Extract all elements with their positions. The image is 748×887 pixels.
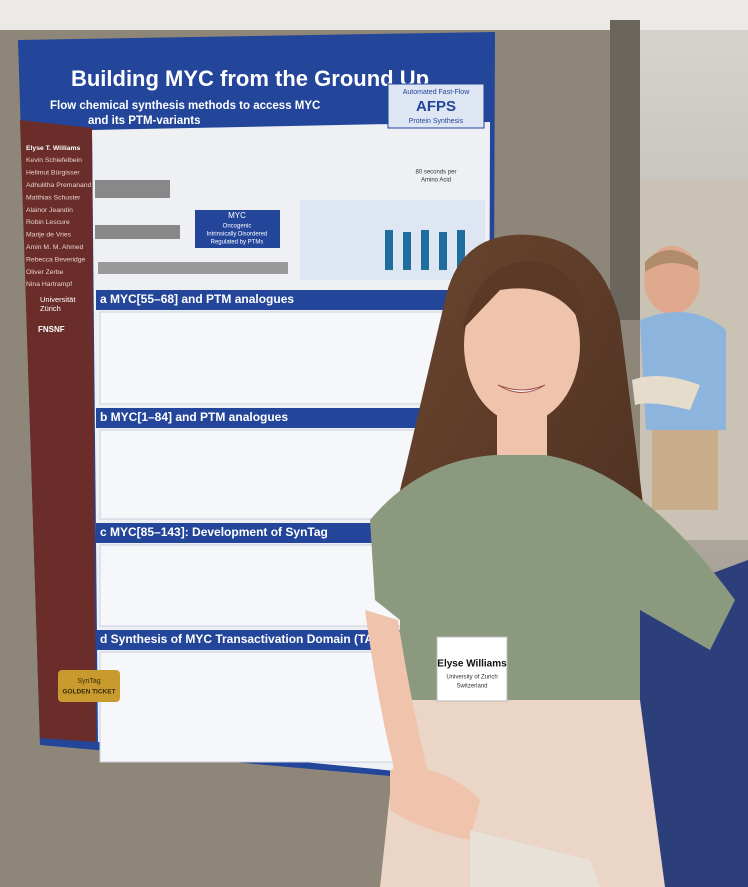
myc-box: Oncogenic bbox=[223, 224, 252, 230]
section-header: c MYC[85–143]: Development of SynTag bbox=[100, 525, 328, 539]
author: Kevin Schiefelbein bbox=[26, 157, 82, 164]
section-header-bar bbox=[96, 630, 448, 650]
author: Oliver Zerbe bbox=[26, 269, 64, 276]
author: Amin M. M. Ahmed bbox=[26, 244, 84, 251]
author: Hellmut Bürgisser bbox=[26, 170, 80, 177]
section-header-bar bbox=[96, 523, 448, 543]
afps-note: 80 seconds per bbox=[415, 170, 456, 176]
section-header: a MYC[55–68] and PTM analogues bbox=[100, 292, 294, 306]
author: Rebecca Beveridge bbox=[26, 256, 86, 263]
author: Matthias Schuster bbox=[26, 194, 81, 201]
board-frame bbox=[610, 20, 640, 320]
ticket: SynTag bbox=[77, 678, 100, 685]
poster-subtitle: Flow chemical synthesis methods to acces… bbox=[50, 100, 320, 112]
affiliation: Universität bbox=[40, 295, 76, 304]
myc-box: Intrinsically Disordered bbox=[207, 232, 268, 238]
carpet bbox=[640, 560, 748, 887]
author: Elyse T. Williams bbox=[26, 145, 81, 152]
author: Robin Lescure bbox=[26, 219, 70, 226]
myc-box: MYC bbox=[228, 211, 246, 220]
badge-affiliation: University of Zurich bbox=[446, 675, 497, 681]
person: Elyse Williams University of Zurich Swit… bbox=[365, 234, 735, 887]
author: Adhulitha Premanand bbox=[26, 182, 92, 189]
poster-subtitle: and its PTM-variants bbox=[88, 115, 200, 127]
affiliation: Zürich bbox=[40, 304, 61, 313]
myc-box: Regulated by PTMs bbox=[211, 240, 264, 246]
afps-label: Protein Synthesis bbox=[409, 118, 464, 125]
funder: FNSNF bbox=[38, 325, 65, 334]
afps-label: Automated Fast-Flow bbox=[403, 89, 470, 96]
author: Alainor Jeandin bbox=[26, 207, 73, 214]
section-header-bar bbox=[96, 290, 448, 310]
section-panel bbox=[99, 311, 446, 405]
ticket: GOLDEN TICKET bbox=[62, 689, 115, 696]
badge-name: Elyse Williams bbox=[437, 659, 507, 670]
section-header: d Synthesis of MYC Transactivation Domai… bbox=[100, 632, 373, 646]
badge-country: Switzerland bbox=[456, 684, 487, 690]
section-header: b MYC[1–84] and PTM analogues bbox=[100, 410, 288, 424]
author: Marije de Vries bbox=[26, 232, 72, 239]
afps-note: Amino Acid bbox=[421, 178, 451, 184]
section-header-bar bbox=[96, 408, 448, 428]
background-person bbox=[632, 246, 726, 510]
afps-label: AFPS bbox=[416, 98, 456, 115]
author: Nina Hartrampf bbox=[26, 281, 72, 288]
poster-title: Building MYC from the Ground Up bbox=[71, 66, 429, 91]
